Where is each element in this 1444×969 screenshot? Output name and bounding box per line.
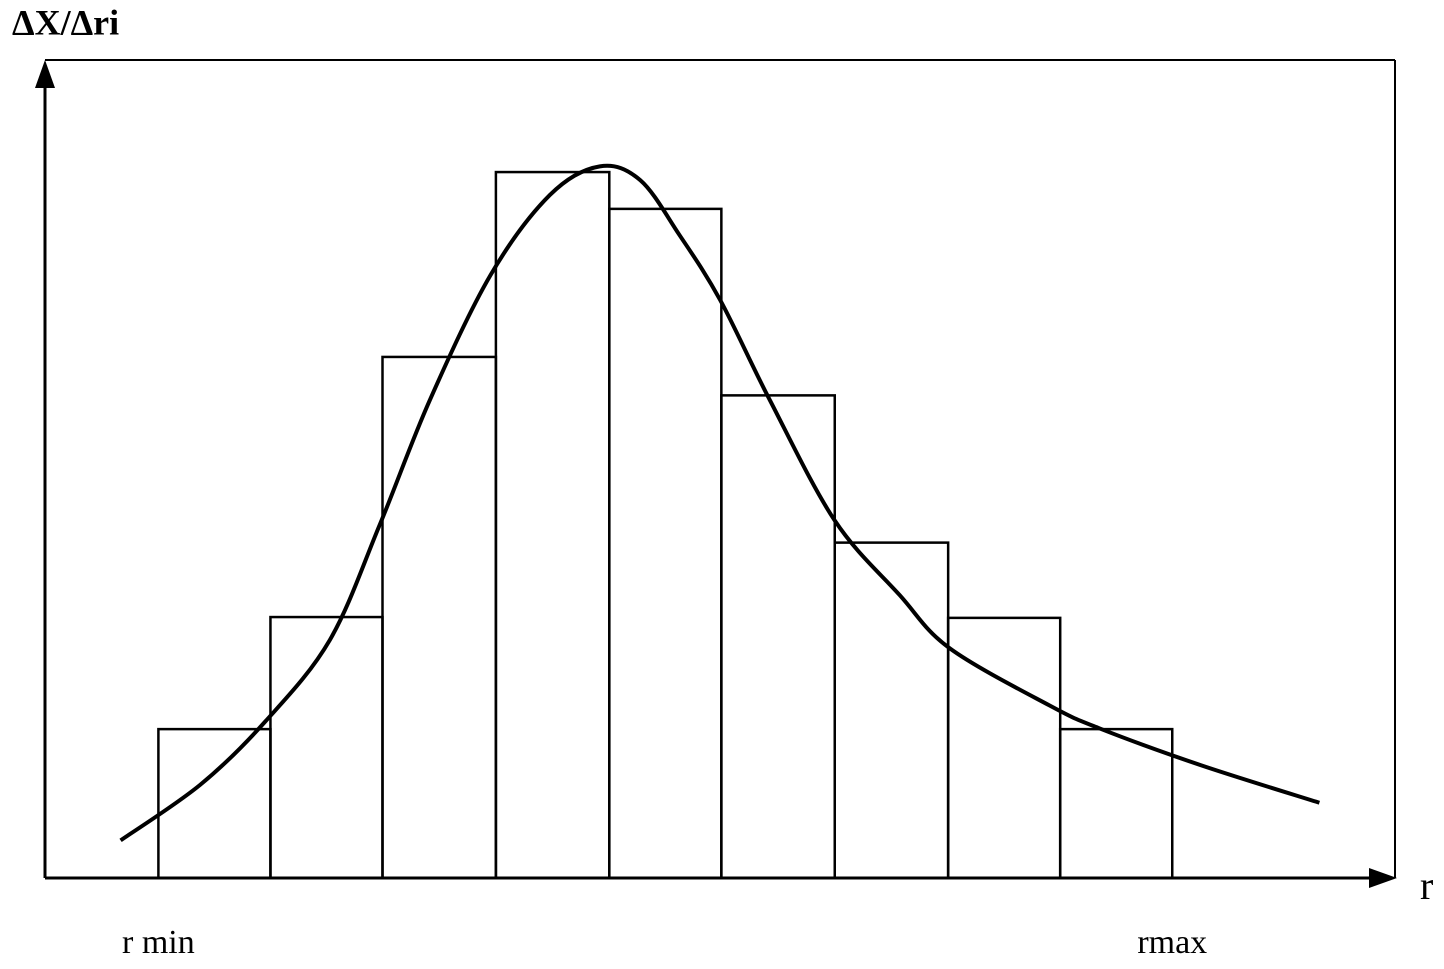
y-axis-label: ΔX/Δri <box>12 2 119 42</box>
x-tick-label: r min <box>122 924 195 961</box>
x-axis-label: r <box>1420 863 1433 908</box>
histogram-bar <box>833 541 950 880</box>
histogram-bar <box>269 615 384 880</box>
histogram-bar <box>494 170 611 880</box>
y-axis-arrow <box>35 60 55 88</box>
x-axis-arrow <box>1369 868 1397 888</box>
density-curve <box>119 163 1321 843</box>
histogram-bar <box>608 207 723 880</box>
x-tick-label: rmax <box>1137 924 1207 961</box>
histogram-bar <box>381 355 498 880</box>
histogram-bar <box>1058 727 1174 880</box>
histogram-bar <box>720 394 836 880</box>
